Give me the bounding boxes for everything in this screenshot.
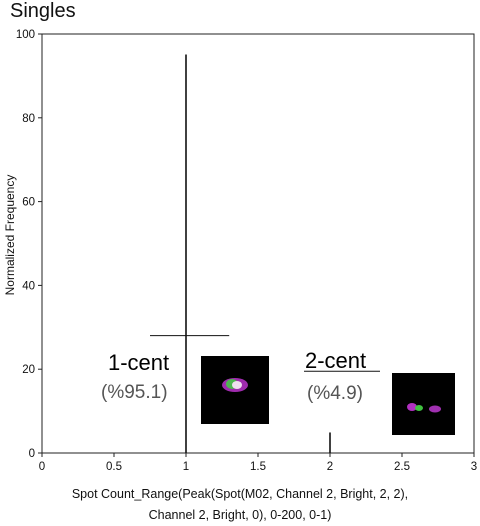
x-axis-label: Spot Count_Range(Peak(Spot(M02, Channel …	[20, 484, 460, 526]
cell-thumbnail-2-cent	[392, 373, 455, 435]
y-tick-label: 60	[22, 197, 35, 209]
chart-title: Singles	[10, 0, 76, 22]
annotation-2-cent: 2-cent	[305, 348, 367, 373]
y-tick-label: 40	[22, 280, 35, 292]
x-axis-label-line-2: Channel 2, Bright, 0), 0-200, 0-1)	[148, 508, 332, 522]
x-tick-label: 2	[327, 461, 333, 473]
annotation-1-cent: 1-cent	[108, 350, 170, 375]
cell-thumbnail-1-cent	[201, 356, 269, 424]
x-tick-label: 2.5	[394, 461, 410, 473]
y-tick-label: 20	[22, 364, 35, 376]
x-tick-label: 3	[471, 461, 477, 473]
x-tick-label: 0	[39, 461, 45, 473]
x-axis-label-line-1: Spot Count_Range(Peak(Spot(M02, Channel …	[71, 487, 409, 501]
x-tick-label: 1.5	[250, 461, 266, 473]
annotation-1-cent-percent: (%95.1)	[101, 382, 168, 403]
annotation-2-cent-percent: (%4.9)	[307, 383, 363, 404]
y-tick-label: 100	[16, 29, 35, 41]
x-tick-label: 0.5	[106, 461, 122, 473]
y-tick-label: 0	[29, 448, 35, 460]
y-tick-label: 80	[22, 113, 35, 125]
x-tick-label: 1	[183, 461, 189, 473]
